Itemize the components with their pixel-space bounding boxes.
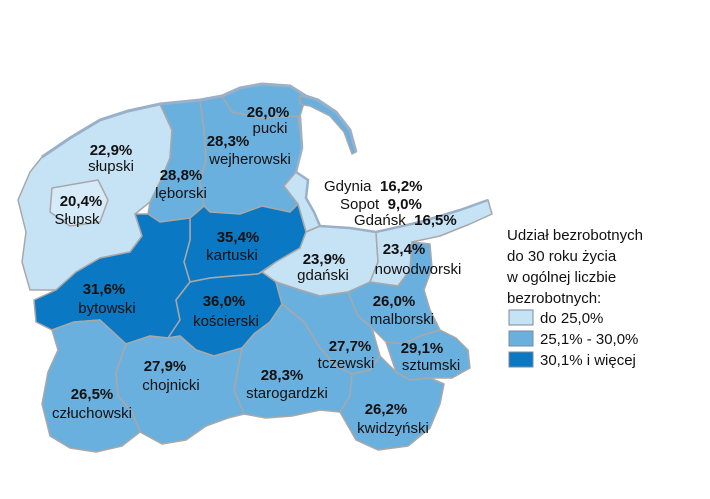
label-name-starogardzki: starogardzki [246,385,328,402]
city-labels: Gdynia 16,2% Sopot 9,0% Gdańsk 16,5% [324,178,457,229]
label-value-gdynia: 16,2% [380,178,423,195]
legend-label-2: 25,1% - 30,0% [540,331,638,348]
label-value-czluchowski: 26,5% [71,386,114,403]
coastline-gulf [294,115,489,234]
label-name-bytowski: bytowski [78,300,136,317]
label-value-gdanski: 23,9% [303,251,346,268]
coastline [41,82,358,159]
legend-title-line-1: Udział bezrobotnych [507,227,643,244]
legend-swatch-2 [508,330,534,347]
label-value-pucki: 26,0% [247,104,290,121]
label-name-kwidzynski: kwidzyński [357,420,429,437]
region-czluchowski [41,319,141,453]
label-value-slupsk: 20,4% [60,193,103,210]
label-name-leborski: lęborski [155,185,207,202]
label-name-gdanski: gdański [297,267,349,284]
label-name-czluchowski: człuchowski [52,405,132,422]
label-name-chojnicki: chojnicki [142,377,200,394]
label-value-chojnicki: 27,9% [144,358,187,375]
label-name-tczewski: tczewski [318,355,375,372]
legend-title-line-4: bezrobotnych: [507,290,601,307]
region-kwidzynski [339,355,445,451]
legend-label-3: 30,1% i więcej [540,352,636,369]
label-value-tczewski: 27,7% [329,338,372,355]
label-name-nowodworski: nowodworski [375,261,462,278]
label-value-sztumski: 29,1% [401,340,444,357]
legend-title-line-2: do 30 roku życia [507,248,617,265]
label-value-kartuski: 35,4% [217,229,260,246]
label-value-malborski: 26,0% [373,293,416,310]
label-gdynia: Gdynia 16,2% [324,178,423,195]
label-name-koscierski: kościerski [193,313,259,330]
label-name-gdansk: Gdańsk [354,212,406,229]
label-value-leborski: 28,8% [160,167,203,184]
legend-swatch-1 [508,309,534,326]
label-name-malborski: malborski [370,311,434,328]
label-value-sopot: 9,0% [388,196,422,213]
region-sztumski [385,329,471,381]
legend-title-line-3: w ogólnej liczbie [506,269,616,286]
label-value-wejherowski: 28,3% [207,133,250,150]
label-name-wejherowski: wejherowski [208,151,291,168]
legend-label-1: do 25,0% [540,310,603,327]
label-value-starogardzki: 28,3% [261,367,304,384]
label-name-slupsk: Słupsk [54,211,100,228]
label-name-slupski: słupski [88,158,134,175]
region-slupsk [49,179,109,227]
district-labels: 26,0% pucki 22,9% słupski 28,3% wejherow… [52,104,461,437]
label-sopot: Sopot 9,0% [340,196,422,213]
label-name-pucki: pucki [252,120,287,137]
label-name-kartuski: kartuski [206,247,258,264]
legend: Udział bezrobotnych do 30 roku życia w o… [506,227,643,369]
label-value-slupski: 22,9% [90,142,133,159]
label-name-sztumski: sztumski [402,357,460,374]
label-name-gdynia: Gdynia [324,178,372,195]
label-value-bytowski: 31,6% [83,281,126,298]
label-value-koscierski: 36,0% [203,293,246,310]
label-value-nowodworski: 23,4% [383,241,426,258]
label-value-kwidzynski: 26,2% [365,401,408,418]
label-value-gdansk: 16,5% [414,212,457,229]
label-gdansk: Gdańsk 16,5% [354,212,457,229]
region-malborski [347,241,441,345]
label-name-sopot: Sopot [340,196,380,213]
legend-swatch-3 [508,351,534,368]
